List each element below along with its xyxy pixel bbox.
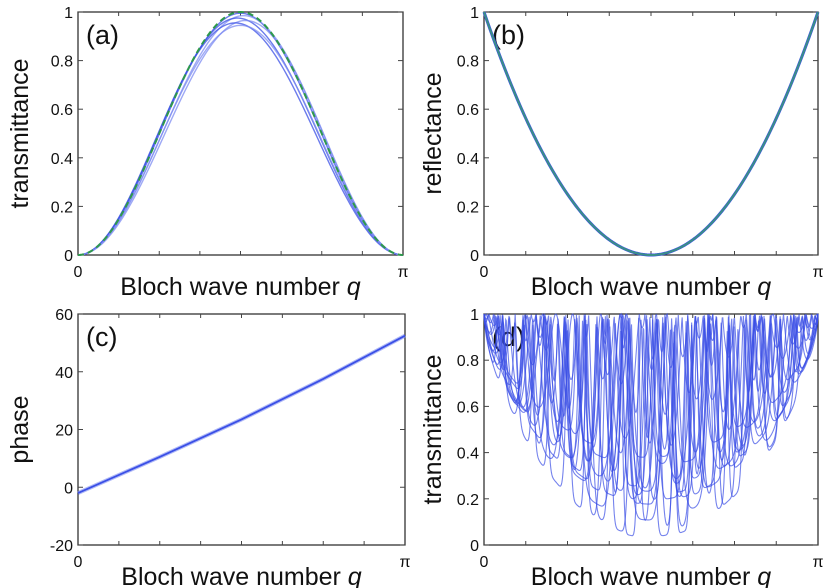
y-tick-label: 40 xyxy=(55,365,73,382)
series-line xyxy=(483,11,819,257)
x-axis-label-var: q xyxy=(347,273,361,301)
x-axis-label-text: Bloch wave number xyxy=(531,273,758,301)
panel-label: (c) xyxy=(86,322,117,352)
y-tick-label: 0 xyxy=(470,538,479,555)
y-tick-label: 20 xyxy=(55,423,73,440)
x-axis-label: Bloch wave number q xyxy=(531,273,772,301)
y-axis-label: phase xyxy=(6,395,34,463)
y-axis-label: transmittance xyxy=(419,354,447,504)
y-tick-label: 0.8 xyxy=(51,54,73,71)
panel-label: (a) xyxy=(86,20,119,50)
x-axis-label-var: q xyxy=(348,563,362,588)
y-tick-label: 0.4 xyxy=(457,446,479,463)
y-tick-label: 0.2 xyxy=(457,199,479,216)
y-axis-label: transmittance xyxy=(6,58,34,208)
x-axis-label: Bloch wave number q xyxy=(120,273,361,301)
series-line xyxy=(77,24,404,256)
series-line xyxy=(483,313,819,458)
y-tick-label: 0.6 xyxy=(457,102,479,119)
x-tick-label: 0 xyxy=(480,264,489,281)
x-tick-label: π xyxy=(397,264,408,281)
series-line xyxy=(77,12,404,256)
x-axis-label-text: Bloch wave number xyxy=(120,273,347,301)
series-line xyxy=(483,312,819,504)
y-tick-label: -20 xyxy=(50,538,73,555)
series-line xyxy=(77,334,406,494)
y-tick-label: 0.4 xyxy=(51,151,73,168)
y-tick-label: 60 xyxy=(55,307,73,324)
series-line xyxy=(77,22,404,256)
y-tick-label: 0.8 xyxy=(457,353,479,370)
x-axis-label-text: Bloch wave number xyxy=(531,563,758,588)
panel-a: 0 0.2 0.4 0.6 0.8 1 0 π (a) transmittance Bloch wa… xyxy=(6,5,409,301)
y-tick-label: 0.8 xyxy=(457,54,479,71)
x-tick-label: π xyxy=(812,264,823,281)
x-tick-label: 0 xyxy=(480,554,489,571)
x-axis-label: Bloch wave number q xyxy=(531,563,772,588)
series-line xyxy=(77,19,404,256)
x-tick-label: π xyxy=(399,554,410,571)
plot-frame xyxy=(77,11,404,256)
series-line xyxy=(483,313,819,492)
y-tick-label: 0.6 xyxy=(457,399,479,416)
series-line-halo xyxy=(77,333,406,495)
y-tick-label: 1 xyxy=(64,5,73,22)
series-line xyxy=(483,313,819,500)
series-line xyxy=(77,17,404,256)
plot-frame xyxy=(77,313,406,546)
y-tick-label: 0 xyxy=(64,480,73,497)
series-line-analytic xyxy=(77,10,404,256)
y-tick-label: 0.2 xyxy=(457,492,479,509)
x-axis-label-text: Bloch wave number xyxy=(121,563,348,588)
panel-b: 0 0.2 0.4 0.6 0.8 1 0 π (b) reflectance Bloch wave… xyxy=(419,5,824,301)
y-tick-label: 0.4 xyxy=(457,151,479,168)
y-tick-label: 0 xyxy=(470,248,479,265)
x-tick-label: 0 xyxy=(74,264,83,281)
y-tick-label: 0.6 xyxy=(51,102,73,119)
x-tick-label: 0 xyxy=(74,554,83,571)
x-axis-label-var: q xyxy=(757,273,771,301)
y-tick-label: 1 xyxy=(470,5,479,22)
series-line xyxy=(77,14,404,256)
y-tick-label: 1 xyxy=(470,307,479,324)
x-tick-label: π xyxy=(812,554,823,571)
series-line-under xyxy=(482,11,820,257)
y-tick-label: 0.2 xyxy=(51,199,73,216)
panel-label: (b) xyxy=(492,20,525,50)
x-axis-label: Bloch wave number q xyxy=(121,563,362,588)
x-axis-label-var: q xyxy=(757,563,771,588)
y-axis-label: reflectance xyxy=(419,72,447,194)
y-tick-label: 0 xyxy=(64,248,73,265)
